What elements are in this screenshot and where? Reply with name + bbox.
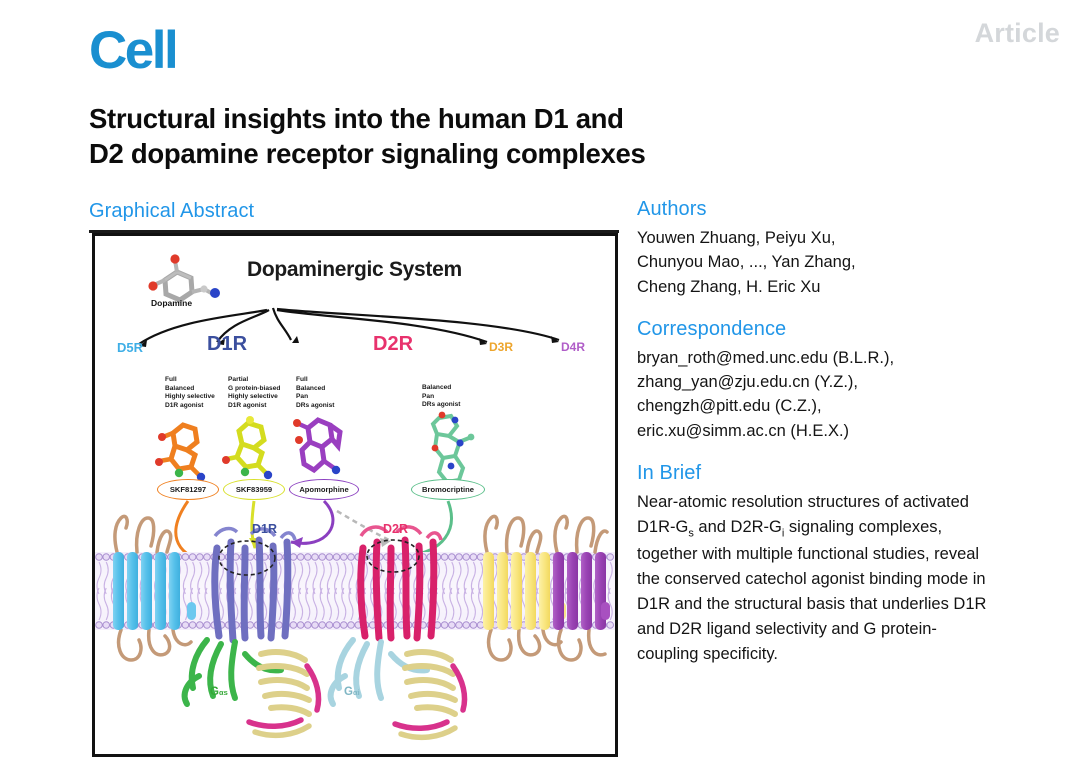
- ligand-pill-bromocriptine: Bromocriptine: [411, 479, 485, 500]
- skf83959-molecule-icon: [222, 416, 273, 480]
- tree-arrowheads: [139, 336, 559, 347]
- correspondence-list: bryan_roth@med.unc.edu (B.L.R.), zhang_y…: [637, 346, 989, 443]
- receptor-tree-arrows: [138, 307, 560, 345]
- article-type-kicker: Article: [974, 18, 1060, 48]
- ligand-description-skf81297: Full Balanced Highly selective D1R agoni…: [165, 376, 215, 410]
- dopaminergic-system-title: Dopaminergic System: [247, 258, 462, 281]
- ggamma-structure: [246, 663, 322, 729]
- g-protein-label-gas: Gαs: [210, 686, 228, 698]
- in-brief-heading: In Brief: [637, 461, 702, 484]
- d1r-binding-pocket: [218, 540, 276, 576]
- correspondence-block: Correspondence bryan_roth@med.unc.edu (B…: [637, 318, 989, 443]
- apomorphine-molecule-icon: [293, 417, 343, 475]
- author-line: Chunyou Mao, ..., Yan Zhang,: [637, 253, 856, 272]
- membrane-receptor-label-d2r: D2R: [383, 522, 409, 536]
- correspondence-email[interactable]: chengzh@pitt.edu (C.Z.),: [637, 397, 822, 416]
- d4r-schematic-receptor: [553, 514, 610, 662]
- arrow-apomorphine: [290, 499, 335, 545]
- page-title: Structural insights into the human D1 an…: [89, 103, 646, 170]
- receptor-label-d4r: D4R: [561, 340, 586, 354]
- d3r-schematic-receptor: [483, 514, 566, 662]
- d2r-structure: [357, 536, 438, 642]
- heading-divider: [89, 230, 619, 233]
- d1r-structure: [211, 536, 292, 644]
- authors-block: Authors Youwen Zhuang, Peiyu Xu, Chunyou…: [637, 198, 989, 299]
- ligand-description-skf83959: Partial G protein-biased Highly selectiv…: [228, 376, 281, 410]
- receptor-label-d2r: D2R: [373, 333, 414, 355]
- correspondence-heading: Correspondence: [637, 317, 787, 340]
- graphical-abstract-figure: Dopaminergic System Dopamine D5R D1R D2R…: [92, 233, 618, 757]
- dopamine-label: Dopamine: [151, 298, 193, 308]
- ggamma-structure-2: [392, 663, 468, 731]
- ligand-description-apomorphine: Full Balanced Pan DRs agonist: [296, 376, 335, 410]
- author-line: Youwen Zhuang, Peiyu Xu,: [637, 229, 836, 247]
- correspondence-email[interactable]: bryan_roth@med.unc.edu (B.L.R.),: [637, 348, 895, 367]
- ligand-description-bromocriptine: Balanced Pan DRs agonist: [422, 384, 461, 409]
- correspondence-email[interactable]: zhang_yan@zju.edu.cn (Y.Z.),: [637, 373, 858, 391]
- ligand-pill-skf81297: SKF81297: [157, 479, 219, 500]
- d1r-structure-detail: [213, 526, 297, 541]
- receptor-label-d3r: D3R: [489, 340, 514, 354]
- membrane-receptor-label-d1r: D1R: [252, 522, 278, 536]
- graphical-abstract-artwork: [95, 254, 615, 741]
- ligand-pill-skf83959: SKF83959: [223, 479, 285, 500]
- right-column: Authors Youwen Zhuang, Peiyu Xu, Chunyou…: [637, 198, 989, 686]
- skf81297-molecule-icon: [155, 422, 206, 482]
- receptor-label-d5r: D5R: [117, 340, 144, 355]
- gbeta-structure-2: [402, 649, 458, 717]
- d5r-schematic-receptor: [113, 514, 196, 662]
- dopamine-molecule-icon: [148, 254, 220, 303]
- authors-list: Youwen Zhuang, Peiyu Xu, Chunyou Mao, ..…: [637, 226, 989, 299]
- bromocriptine-molecule-icon: [430, 411, 475, 488]
- g-protein-label-gai: Gαi: [344, 686, 360, 698]
- receptor-label-d1r: D1R: [207, 333, 248, 355]
- graphical-abstract-heading: Graphical Abstract: [89, 200, 255, 222]
- in-brief-text: Near-atomic resolution structures of act…: [637, 492, 987, 664]
- d2r-structure-detail: [359, 525, 443, 541]
- gbeta-structure: [256, 649, 312, 717]
- in-brief-block: In Brief Near-atomic resolution structur…: [637, 462, 989, 667]
- author-line: Cheng Zhang, H. Eric Xu: [637, 277, 821, 296]
- ligand-pill-apomorphine: Apomorphine: [289, 479, 359, 500]
- d2r-binding-pocket: [366, 539, 420, 573]
- correspondence-email[interactable]: eric.xu@simm.ac.cn (H.E.X.): [637, 421, 850, 440]
- authors-heading: Authors: [637, 198, 707, 220]
- cell-journal-logo: Cell: [89, 21, 179, 80]
